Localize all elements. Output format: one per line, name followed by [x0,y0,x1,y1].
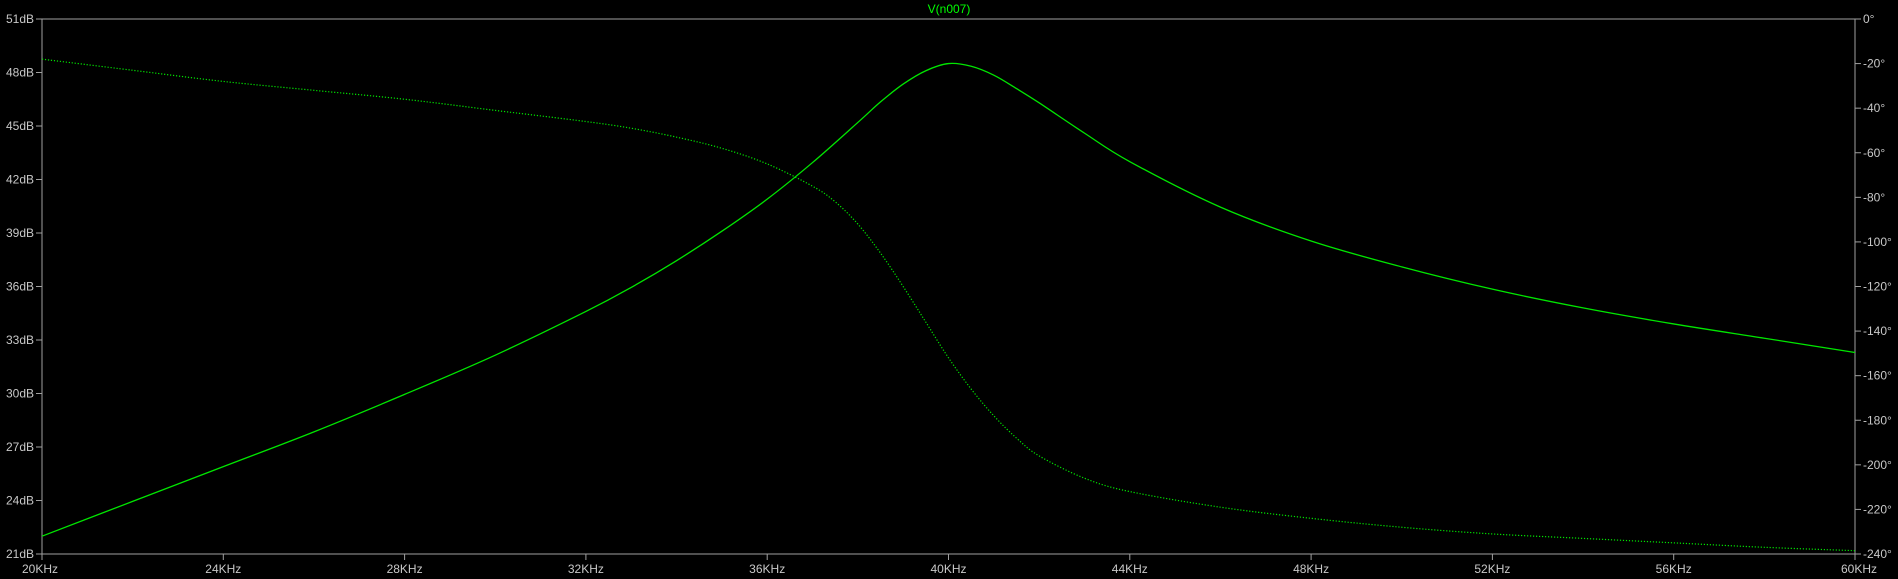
y2-tick-label: -180° [1863,413,1892,427]
x-tick-label: 36KHz [749,562,785,576]
x-tick-label: 24KHz [205,562,241,576]
phase-trace-line [41,58,1856,552]
x-tick-label: 60KHz [1841,562,1877,576]
y-tick-label: 36dB [6,280,34,294]
y2-tick-label: -140° [1863,324,1892,338]
y-tick-label: 24dB [6,494,34,508]
y2-tick-label: -40° [1863,101,1885,115]
x-tick-label: 28KHz [387,562,423,576]
y2-tick-label: -80° [1863,190,1885,204]
x-tick-label: 56KHz [1656,562,1692,576]
y2-tick-label: -100° [1863,235,1892,249]
trace-title: V(n007) [928,2,971,16]
y2-tick-label: -120° [1863,280,1892,294]
y2-tick-label: -240° [1863,547,1892,561]
y2-tick-label: -220° [1863,502,1892,516]
y-tick-label: 30dB [6,387,34,401]
y2-tick-label: 0° [1863,12,1875,26]
y2-tick-label: -160° [1863,369,1892,383]
x-tick-label: 40KHz [930,562,966,576]
y-tick-label: 48dB [6,66,34,80]
plot-frame [41,18,1856,555]
magnitude-trace-line [41,62,1856,537]
y-tick-label: 42dB [6,173,34,187]
y2-tick-label: -60° [1863,146,1885,160]
axis-ticks: 20KHz 24KHz 28KHz 32KHz 36KHz 40KHz 44KHz 48KHz… [6,12,1892,576]
y-tick-label: 27dB [6,440,34,454]
x-tick-label: 52KHz [1474,562,1510,576]
y-tick-label: 45dB [6,119,34,133]
series-layer [41,58,1856,552]
x-tick-label: 44KHz [1112,562,1148,576]
y-tick-label: 51dB [6,12,34,26]
y-tick-label: 33dB [6,333,34,347]
x-tick-label: 48KHz [1293,562,1329,576]
y-tick-label: 21dB [6,547,34,561]
y2-tick-label: -200° [1863,458,1892,472]
y-tick-label: 39dB [6,226,34,240]
y2-tick-label: -20° [1863,57,1885,71]
x-tick-label: 32KHz [568,562,604,576]
x-tick-label: 20KHz [22,562,58,576]
